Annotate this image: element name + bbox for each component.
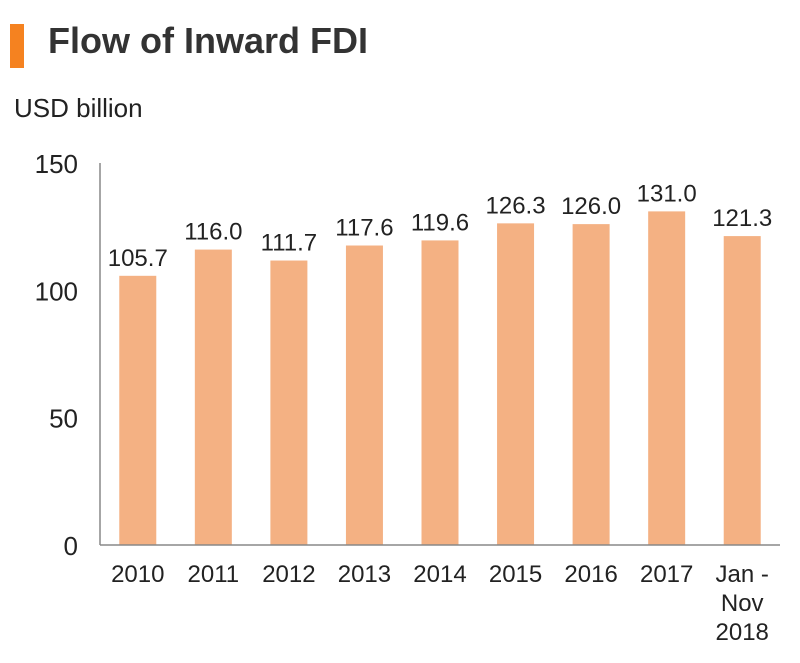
value-label-6: 126.0 bbox=[561, 193, 621, 220]
value-label-0: 105.7 bbox=[108, 245, 168, 272]
chart-title: Flow of Inward FDI bbox=[48, 20, 368, 61]
value-label-3: 117.6 bbox=[335, 215, 393, 242]
value-labels-group: 105.7 116.0 111.7 117.6 119.6 126.3 126.0 131.0… bbox=[108, 180, 773, 271]
y-tick-label-0: 0 bbox=[64, 531, 78, 561]
x-tick-label-2: 2012 bbox=[262, 561, 315, 588]
y-axis-unit-label: USD billion bbox=[14, 93, 143, 123]
bar-7 bbox=[648, 211, 686, 546]
bar-0 bbox=[119, 275, 157, 545]
x-tick-label-1: 2011 bbox=[188, 561, 240, 588]
value-label-8: 121.3 bbox=[712, 205, 772, 232]
x-tick-label-8: Jan -Nov 2018 bbox=[716, 561, 769, 646]
axes-group bbox=[99, 163, 780, 546]
x-tick-label-3: 2013 bbox=[338, 561, 391, 588]
x-tick-label-4: 2014 bbox=[413, 561, 466, 588]
bar-8 bbox=[723, 236, 761, 545]
y-tick-labels-group: 0 50 100 150 bbox=[35, 149, 78, 561]
value-label-1: 116.0 bbox=[184, 219, 242, 246]
x-tick-label-0: 2010 bbox=[111, 561, 164, 588]
value-label-4: 119.6 bbox=[411, 209, 469, 236]
y-tick-label-3: 150 bbox=[35, 149, 78, 179]
bar-5 bbox=[497, 223, 535, 545]
x-tick-labels-group: 2010 2011 2012 2013 2014 2015 2016 2017 Jan -Nov… bbox=[111, 561, 769, 646]
y-tick-label-2: 100 bbox=[35, 276, 78, 306]
title-accent-bar bbox=[10, 24, 24, 68]
bar-6 bbox=[572, 224, 610, 545]
value-label-2: 111.7 bbox=[261, 230, 318, 257]
x-tick-label-7: 2017 bbox=[640, 561, 693, 588]
bars-group bbox=[119, 211, 761, 546]
value-label-7: 131.0 bbox=[637, 180, 697, 207]
y-tick-label-1: 50 bbox=[49, 404, 78, 434]
bar-4 bbox=[421, 240, 459, 545]
value-label-5: 126.3 bbox=[486, 192, 546, 219]
x-tick-label-5: 2015 bbox=[489, 561, 542, 588]
bar-3 bbox=[345, 245, 383, 545]
x-tick-label-6: 2016 bbox=[564, 561, 617, 588]
bar-2 bbox=[270, 260, 308, 545]
bar-1 bbox=[194, 249, 232, 545]
